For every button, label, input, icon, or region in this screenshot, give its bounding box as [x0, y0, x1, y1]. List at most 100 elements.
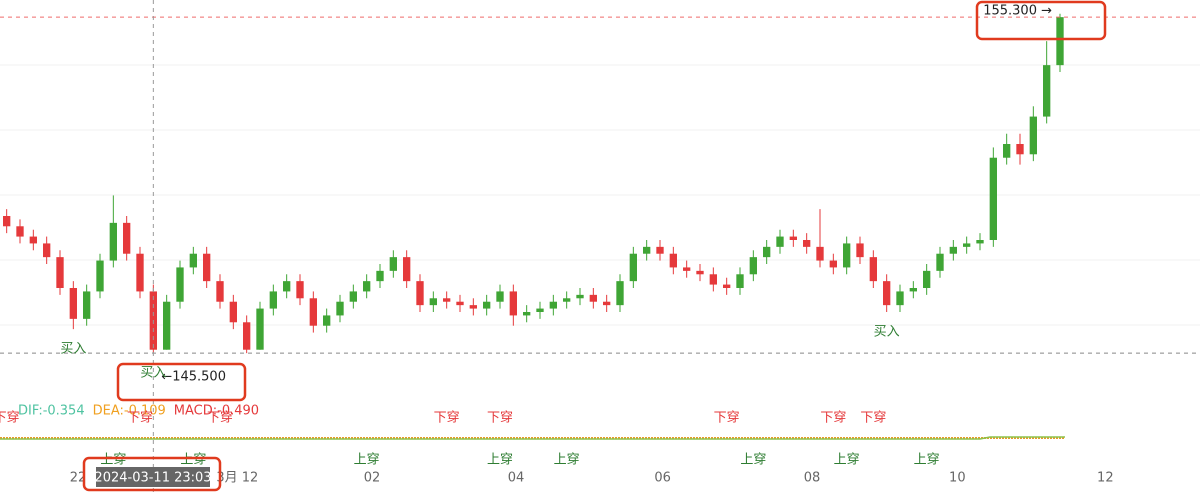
candle-body	[16, 226, 24, 237]
candle-body	[843, 243, 851, 268]
cross-up-signal: 上穿	[487, 452, 513, 468]
candle-body	[3, 216, 11, 227]
candle-body	[563, 298, 571, 302]
candle-body	[349, 291, 357, 302]
candle-body	[83, 291, 91, 319]
max-price-label: 155.300 →	[983, 4, 1052, 19]
cross-down-signal: 下穿	[487, 410, 513, 426]
cross-down-signal: 下穿	[0, 410, 20, 426]
candle-body	[429, 298, 437, 306]
x-tick-label: 08	[804, 471, 821, 486]
candle-body	[816, 246, 824, 261]
candle-body	[989, 157, 997, 240]
candle-body	[309, 298, 317, 326]
candle-body	[656, 246, 664, 254]
candle-body	[803, 240, 811, 247]
candle-body	[1016, 144, 1024, 155]
cross-down-signal: 下穿	[820, 410, 846, 426]
macd-dif-line	[0, 436, 1065, 440]
time-tooltip: 2024-03-11 23:03	[94, 471, 211, 486]
candle-body	[283, 281, 291, 292]
cross-up-signal: 上穿	[914, 452, 940, 468]
cross-up-signal: 上穿	[740, 452, 766, 468]
cross-up-signal: 上穿	[834, 452, 860, 468]
x-tick-label: 06	[654, 471, 671, 486]
x-tick-label: 02	[364, 471, 381, 486]
candle-body	[1003, 144, 1011, 158]
candle-body	[189, 253, 197, 268]
x-tick-label: 12	[1097, 471, 1114, 486]
candle-body	[43, 243, 51, 258]
candle-body	[296, 281, 304, 299]
candle-body	[29, 236, 37, 244]
candle-body	[683, 267, 691, 271]
candle-body	[123, 222, 131, 254]
candle-body	[616, 281, 624, 306]
candle-body	[776, 236, 784, 247]
macd-legend: DEA:-0.109	[93, 404, 166, 419]
candle-body	[763, 246, 771, 258]
candle-body	[216, 281, 224, 302]
candle-body	[176, 267, 184, 302]
candle-body	[416, 281, 424, 306]
candle-body	[96, 260, 104, 292]
candle-body	[669, 253, 677, 268]
candle-body	[896, 291, 904, 306]
candle-body	[483, 301, 491, 309]
macd-legend: MACD:-0.490	[174, 404, 259, 419]
candle-body	[963, 243, 971, 247]
buy-signal: 买入	[60, 342, 86, 357]
candle-body	[376, 270, 384, 282]
candle-body	[976, 240, 984, 244]
x-tick-label: 10	[949, 471, 966, 486]
candle-body	[509, 291, 517, 316]
candle-body	[723, 284, 731, 288]
candle-body	[269, 291, 277, 309]
cross-up-signal: 上穿	[100, 452, 126, 468]
candle-body	[403, 257, 411, 282]
candle-body	[496, 291, 504, 302]
candle-body	[56, 257, 64, 288]
candle-body	[736, 274, 744, 288]
candle-body	[1029, 116, 1037, 155]
cross-up-signal: 上穿	[180, 452, 206, 468]
candle-body	[923, 270, 931, 288]
candle-body	[856, 243, 864, 258]
min-price-label: ←145.500	[161, 370, 226, 385]
candle-body	[69, 288, 77, 319]
candle-body	[536, 308, 544, 312]
candle-body	[336, 301, 344, 316]
x-tick-label: 04	[508, 471, 525, 486]
candle-body	[1043, 65, 1051, 117]
macd-legend: DIF:-0.354	[18, 404, 85, 419]
candle-body	[576, 294, 584, 299]
candle-body	[469, 305, 477, 309]
candle-body	[709, 274, 717, 285]
cross-down-signal: 下穿	[860, 410, 886, 426]
x-tick-label: 22	[70, 471, 87, 486]
candle-body	[949, 246, 957, 254]
candle-body	[203, 253, 211, 282]
candle-body	[323, 315, 331, 326]
buy-signal: 买入	[140, 366, 166, 381]
candle-body	[256, 308, 264, 350]
candle-body	[629, 253, 637, 282]
candle-body	[883, 281, 891, 306]
highlight-box	[975, 0, 1107, 41]
candle-body	[363, 281, 371, 292]
cross-down-signal: 下穿	[434, 410, 460, 426]
candle-body	[549, 301, 557, 309]
cross-up-signal: 上穿	[554, 452, 580, 468]
buy-signal: 买入	[874, 325, 900, 340]
candle-body	[243, 322, 251, 350]
time-tooltip-bg	[96, 467, 210, 487]
cross-down-signal: 下穿	[714, 410, 740, 426]
candle-body	[909, 288, 917, 292]
cross-down-signal: 下穿	[207, 410, 233, 426]
x-tick-label: 3月 12	[216, 471, 258, 486]
candle-body	[443, 298, 451, 302]
cross-up-signal: 上穿	[354, 452, 380, 468]
candle-body	[696, 270, 704, 275]
candle-body	[829, 260, 837, 268]
